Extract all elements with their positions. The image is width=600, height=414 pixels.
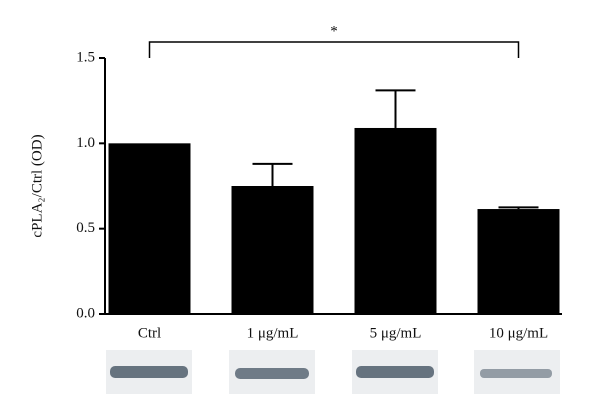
y-tick-label: 0.5 — [76, 220, 95, 236]
x-tick-label: 10 μg/mL — [489, 325, 548, 341]
blot-band — [110, 366, 188, 378]
y-tick-label: 1.5 — [76, 49, 95, 65]
x-tick-label: Ctrl — [138, 325, 161, 341]
blot-band — [235, 368, 309, 379]
x-tick-label: 1 μg/mL — [247, 325, 299, 341]
bar — [477, 209, 560, 314]
significance-marker: * — [330, 23, 338, 39]
blot-band — [356, 366, 434, 378]
y-axis-label: cPLA₂/Ctrl (OD) — [29, 134, 45, 237]
y-tick-label: 1.0 — [76, 135, 95, 151]
x-tick-label: 5 μg/mL — [370, 325, 422, 341]
bar — [108, 143, 191, 314]
y-tick-label: 0.0 — [76, 305, 95, 321]
bar — [231, 186, 314, 314]
blot-strip — [106, 350, 560, 394]
significance-bracket — [148, 41, 520, 58]
bar — [354, 127, 437, 315]
blot-band — [480, 369, 552, 378]
